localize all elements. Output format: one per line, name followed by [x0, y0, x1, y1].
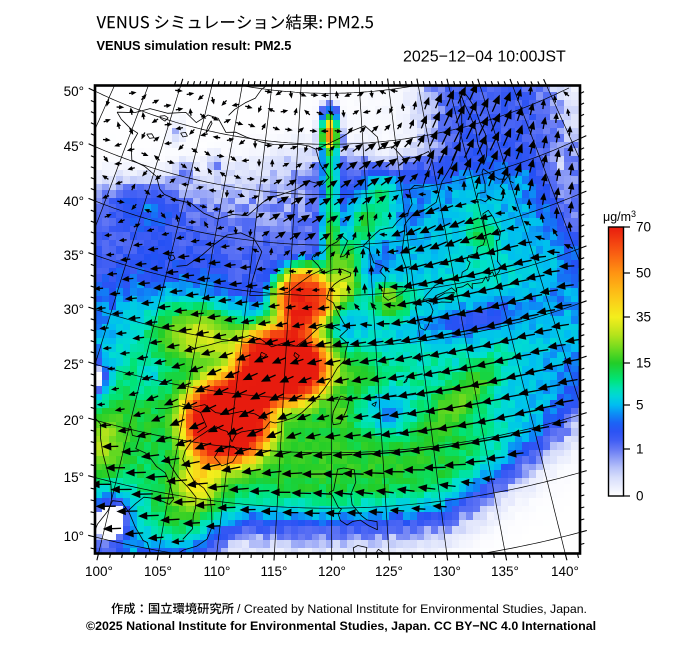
svg-text:35°: 35° — [64, 248, 84, 263]
svg-text:35: 35 — [636, 310, 651, 325]
svg-text:/ Created by National Institut: / Created by National Institute for Envi… — [237, 602, 587, 616]
svg-text:50: 50 — [636, 266, 651, 281]
svg-text:5: 5 — [636, 398, 644, 413]
svg-text:15: 15 — [636, 356, 651, 371]
svg-text:30°: 30° — [64, 302, 84, 317]
svg-text:45°: 45° — [64, 139, 84, 154]
svg-text:140°: 140° — [551, 564, 579, 579]
svg-text:μg/m3: μg/m3 — [603, 209, 636, 224]
svg-text:©2025 National Institute for E: ©2025 National Institute for Environment… — [86, 619, 596, 633]
svg-text:0: 0 — [636, 489, 644, 504]
svg-text:10°: 10° — [64, 529, 84, 544]
svg-text:100°: 100° — [85, 564, 113, 579]
svg-text:15°: 15° — [64, 470, 84, 485]
svg-text:2025−12−04 10:00JST: 2025−12−04 10:00JST — [403, 49, 566, 66]
svg-text:120°: 120° — [318, 564, 346, 579]
svg-text:125°: 125° — [375, 564, 403, 579]
svg-text:25°: 25° — [64, 357, 84, 372]
svg-text:115°: 115° — [261, 564, 288, 579]
svg-text:105°: 105° — [144, 564, 172, 579]
svg-text:20°: 20° — [64, 413, 84, 428]
svg-text:1: 1 — [636, 442, 644, 457]
svg-text:40°: 40° — [64, 194, 84, 209]
svg-text:70: 70 — [636, 220, 651, 235]
svg-text:130°: 130° — [433, 564, 461, 579]
svg-text:110°: 110° — [204, 564, 231, 579]
svg-text:135°: 135° — [491, 564, 519, 579]
svg-text:VENUS simulation result: PM2.5: VENUS simulation result: PM2.5 — [97, 38, 292, 53]
svg-text:50°: 50° — [64, 84, 84, 99]
